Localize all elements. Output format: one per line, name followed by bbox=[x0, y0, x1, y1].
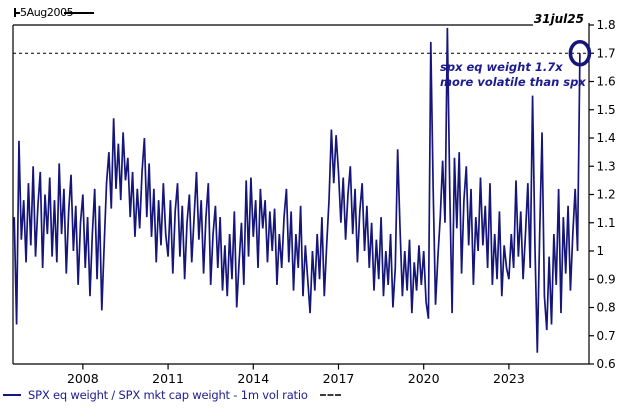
y-tick-label: 0.7 bbox=[597, 329, 616, 343]
legend-series-label: SPX eq weight / SPX mkt cap weight - 1m … bbox=[28, 388, 308, 402]
y-tick-label: 1.4 bbox=[597, 131, 616, 145]
x-tick-label: 2023 bbox=[493, 371, 525, 386]
x-tick-label: 2020 bbox=[408, 371, 440, 386]
start-date-dash-icon bbox=[64, 12, 94, 14]
x-tick-label: 2017 bbox=[323, 371, 355, 386]
y-tick-label: 1.1 bbox=[597, 216, 616, 230]
x-tick-label: 2011 bbox=[152, 371, 184, 386]
y-tick-label: 1.5 bbox=[597, 103, 616, 117]
y-tick-label: 1.7 bbox=[597, 46, 616, 60]
chart-legend: SPX eq weight / SPX mkt cap weight - 1m … bbox=[3, 388, 341, 402]
y-tick-label: 0.6 bbox=[597, 357, 616, 371]
annotation-line-1: spx eq weight 1.7x bbox=[440, 60, 563, 74]
x-tick-label: 2008 bbox=[67, 371, 99, 386]
series-end-date-label: 31jul25 bbox=[533, 12, 584, 26]
y-tick-label: 0.9 bbox=[597, 272, 616, 286]
dashed-line-swatch-icon bbox=[319, 394, 341, 396]
last-point-circle-marker bbox=[568, 39, 592, 67]
x-tick-label: 2014 bbox=[237, 371, 269, 386]
y-tick-label: 1.2 bbox=[597, 188, 616, 202]
solid-line-swatch-icon bbox=[3, 393, 21, 397]
y-tick-label: 1 bbox=[597, 244, 605, 258]
y-tick-label: 1.3 bbox=[597, 159, 616, 173]
series-start-date-label: 5Aug2005 bbox=[20, 6, 74, 19]
y-tick-label: 0.8 bbox=[597, 301, 616, 315]
y-tick-label: 1.8 bbox=[597, 18, 616, 32]
y-tick-label: 1.6 bbox=[597, 75, 616, 89]
start-date-stub-icon bbox=[14, 12, 20, 14]
annotation-line-2: more volatile than spx bbox=[440, 75, 586, 89]
volatility-annotation: spx eq weight 1.7x more volatile than sp… bbox=[440, 60, 586, 90]
vol-ratio-series-line bbox=[13, 27, 581, 353]
